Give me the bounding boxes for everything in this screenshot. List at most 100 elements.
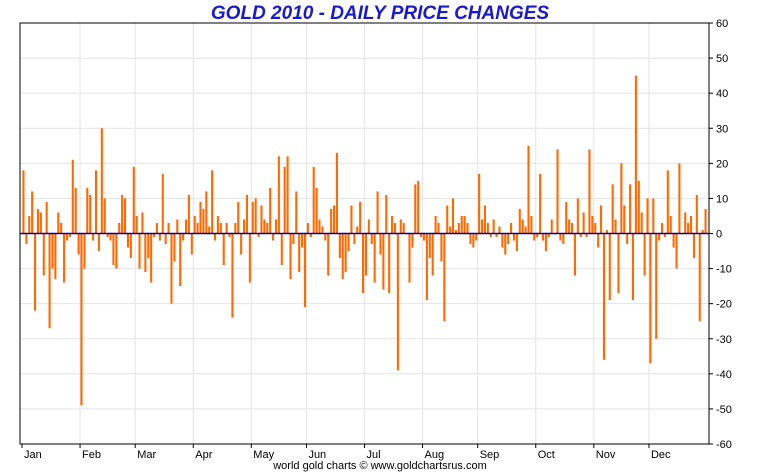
bar [94,170,98,234]
bar [408,233,411,283]
bar [466,222,469,234]
bar [481,219,484,234]
bar [414,184,417,234]
y-tick-label: 40 [716,88,728,100]
bar [298,233,301,273]
bar [164,233,167,245]
x-tick-label: Jun [308,449,326,461]
bar [196,222,199,234]
y-tick-label: 30 [716,123,728,135]
bar [155,222,159,234]
bar [446,205,449,234]
bar [80,233,83,406]
bar [292,233,295,245]
bar [269,187,272,234]
bar [576,198,579,234]
bar [379,233,382,255]
bar [179,233,182,287]
bar [286,156,289,234]
bar [208,226,211,234]
bar [341,233,344,280]
bar [646,198,649,234]
bar [617,233,620,294]
x-axis: Jan Feb Mar Apr May Jun Jul Aug Sep Oct Nov Dec [21,444,671,461]
bar [376,191,379,234]
bar [277,156,280,234]
bar [338,233,341,259]
bar [225,222,228,234]
bar [309,233,312,238]
bar [370,233,373,245]
bar [451,198,455,234]
chart-footer: world gold charts © www.goldchartsrus.co… [273,460,487,472]
bar [582,212,585,234]
bar [504,233,507,255]
bar [547,233,550,238]
bar [457,222,460,234]
bar [594,222,597,234]
bar [251,201,254,234]
bar [701,229,704,234]
bar [234,222,237,234]
bar [489,233,492,238]
bar [324,233,327,241]
bar [266,222,269,234]
bar [126,233,129,248]
bar [623,205,626,234]
x-tick-label: Nov [596,449,616,461]
bar [585,233,588,238]
bar [492,219,495,234]
bar [60,222,63,234]
bar [437,222,440,234]
bar [45,201,48,234]
bar [219,222,222,234]
bar [573,233,576,276]
bar [68,233,71,238]
bar [83,233,86,269]
bar [698,233,701,322]
bar [544,233,547,252]
bar [629,184,632,234]
bar [167,222,170,234]
x-tick-label: Jan [24,449,42,461]
bar [605,229,608,234]
x-tick-label: Mar [137,449,156,461]
bar [330,208,333,234]
bar [411,233,414,248]
y-tick-label: 50 [716,53,728,65]
bar [675,233,678,269]
bar [115,233,118,269]
bar [109,233,112,241]
bar [263,219,266,234]
bar [144,233,147,273]
bar [260,205,263,234]
bar [626,233,629,245]
bar [231,233,234,318]
bar [100,128,103,234]
bar [530,215,533,234]
bar [637,180,640,234]
bar [274,219,278,234]
x-tick-label: Oct [538,449,555,461]
bar [321,226,324,234]
bar [608,233,611,301]
bar [129,233,132,259]
bar [65,233,69,241]
bar [31,191,34,234]
bar [77,233,80,255]
bar [202,208,205,234]
bar [533,233,536,241]
bar [123,198,127,234]
bar [367,219,370,234]
bar [422,233,426,241]
bar [591,215,594,234]
bar [353,233,356,245]
bar [190,233,193,255]
bar [39,212,42,234]
bar-series [22,75,707,406]
bar [187,194,190,234]
bar [472,233,475,248]
bar [440,233,443,262]
bar [393,222,397,234]
